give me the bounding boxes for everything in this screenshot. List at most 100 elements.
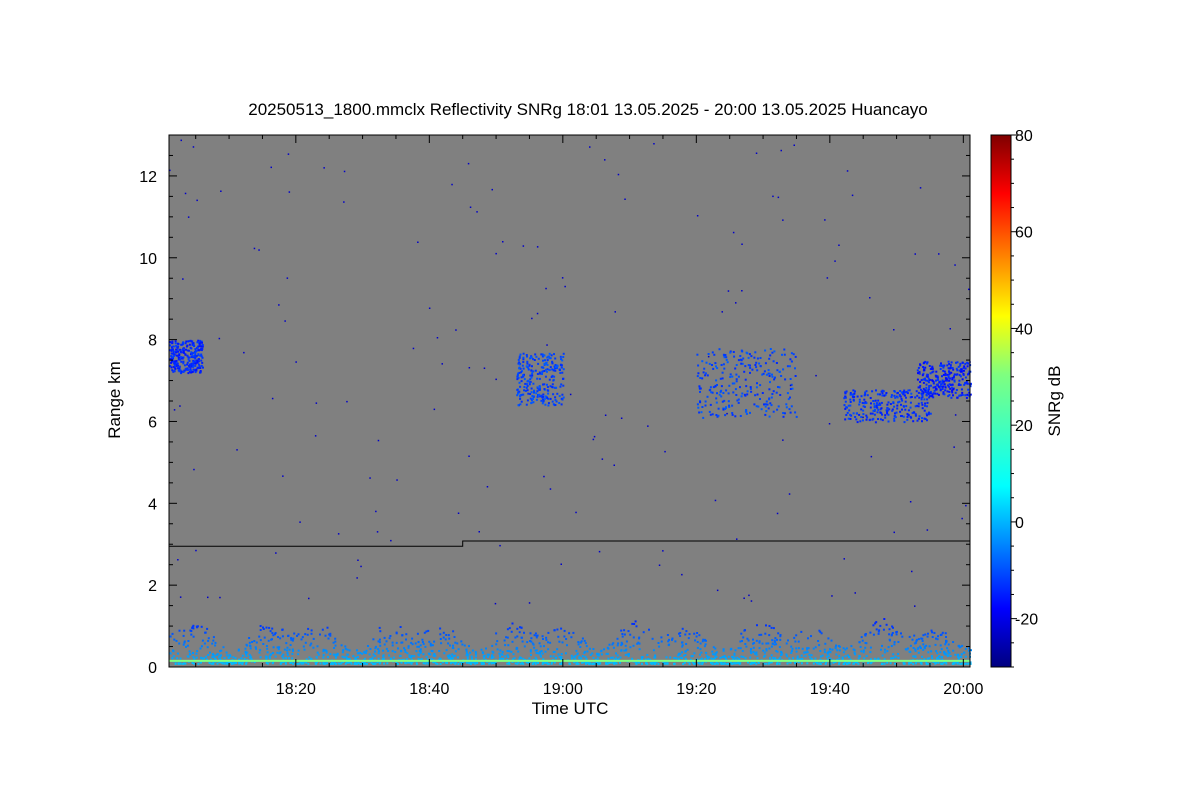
snr-pixel [830, 639, 833, 642]
snr-pixel [192, 355, 195, 358]
snr-pixel [192, 652, 194, 654]
snr-pixel [745, 645, 748, 648]
noise-pixel [914, 253, 916, 255]
snr-pixel [907, 409, 910, 412]
snr-pixel [681, 641, 683, 644]
snr-pixel [169, 357, 172, 360]
snr-pixel [844, 392, 847, 395]
snr-pixel [269, 630, 272, 633]
snr-pixel [654, 654, 657, 657]
snr-pixel [259, 625, 262, 627]
snr-pixel [928, 386, 931, 389]
snr-pixel [732, 391, 735, 394]
snr-pixel [560, 364, 563, 367]
snr-pixel [389, 657, 392, 660]
snr-pixel [886, 407, 889, 410]
snr-pixel [720, 364, 723, 366]
snr-pixel [887, 401, 890, 404]
snr-pixel [905, 396, 907, 399]
snr-pixel [239, 661, 242, 664]
noise-pixel [793, 144, 795, 146]
snr-pixel [764, 413, 767, 416]
snr-pixel [322, 650, 325, 653]
snr-pixel [745, 351, 748, 354]
snr-pixel [892, 626, 894, 629]
snr-pixel [425, 630, 428, 633]
snr-pixel [421, 641, 424, 643]
snr-pixel [517, 404, 520, 407]
snr-pixel [428, 640, 431, 643]
snr-pixel [196, 626, 199, 629]
snr-pixel [542, 359, 544, 362]
snr-pixel [859, 420, 862, 423]
snr-pixel [829, 651, 832, 654]
snr-pixel [226, 661, 229, 663]
snr-pixel [679, 652, 682, 655]
snr-pixel [271, 652, 274, 654]
snr-pixel [404, 649, 407, 651]
snr-pixel [783, 348, 786, 351]
snr-pixel [865, 402, 868, 404]
snr-pixel [612, 646, 615, 649]
snr-pixel [794, 375, 797, 377]
snr-pixel [960, 394, 962, 397]
snr-pixel [241, 662, 244, 665]
snr-pixel [187, 368, 190, 371]
snr-pixel [585, 645, 588, 648]
snr-pixel [293, 661, 296, 664]
noise-pixel [870, 455, 873, 458]
snr-pixel [757, 662, 760, 664]
snr-pixel [770, 645, 773, 648]
snr-pixel [864, 633, 867, 635]
snr-pixel [959, 364, 962, 367]
snr-pixel [249, 645, 252, 648]
snr-pixel [915, 640, 918, 643]
snr-pixel [615, 662, 618, 665]
snr-pixel [740, 655, 743, 658]
snr-pixel [574, 654, 577, 657]
snr-pixel [755, 639, 758, 642]
snr-pixel [535, 652, 538, 654]
noise-pixel [601, 458, 604, 460]
snr-pixel [849, 418, 852, 420]
snr-pixel [881, 654, 884, 657]
snr-pixel [922, 643, 925, 646]
snr-pixel [333, 661, 336, 663]
snr-pixel [555, 386, 558, 389]
snr-pixel [763, 403, 765, 406]
snr-pixel [200, 364, 203, 367]
snr-pixel [758, 362, 761, 365]
snr-pixel [921, 637, 924, 640]
snr-pixel [225, 662, 228, 665]
snr-pixel [781, 353, 783, 356]
snr-pixel [770, 661, 773, 664]
noise-pixel [965, 504, 967, 507]
snr-pixel [654, 661, 657, 664]
snr-pixel [198, 349, 201, 352]
snr-pixel [344, 662, 347, 665]
snr-pixel [751, 368, 754, 371]
snr-pixel [945, 640, 948, 643]
snr-pixel [182, 362, 185, 365]
snr-pixel [968, 646, 971, 649]
snr-pixel [794, 662, 797, 665]
snr-pixel [931, 636, 934, 638]
snr-pixel [448, 637, 451, 640]
snr-pixel [196, 361, 199, 364]
snr-pixel [171, 342, 174, 345]
snr-pixel [504, 655, 507, 658]
snr-pixel [441, 661, 444, 664]
snr-pixel [800, 662, 803, 665]
snr-pixel [939, 634, 942, 636]
snr-pixel [709, 386, 712, 389]
snr-pixel [465, 648, 468, 651]
snr-pixel [706, 374, 709, 377]
snr-pixel [910, 416, 913, 419]
snr-pixel [829, 648, 831, 651]
snr-pixel [433, 653, 436, 655]
snr-pixel [529, 397, 532, 400]
snr-pixel [754, 351, 757, 354]
snr-pixel [452, 630, 455, 633]
snr-pixel [698, 411, 701, 414]
snr-pixel [848, 409, 851, 412]
